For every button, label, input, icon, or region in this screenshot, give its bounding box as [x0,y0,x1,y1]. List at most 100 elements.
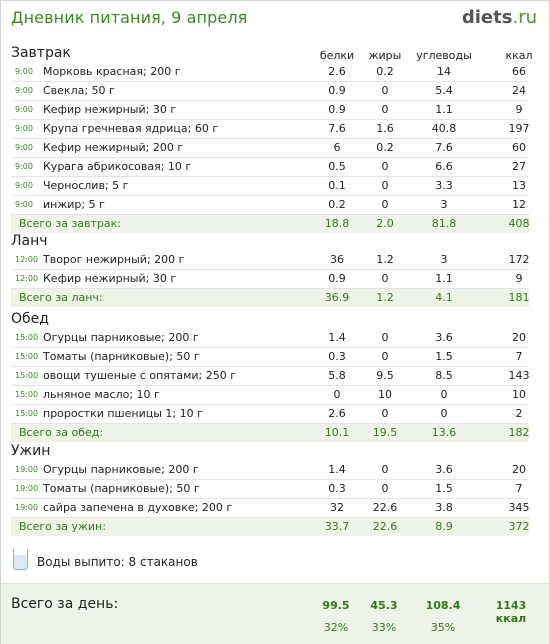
food-carbs: 8.5 [435,369,453,382]
total-fat: 2.0 [376,217,394,230]
food-carbs: 1.5 [435,350,453,363]
food-protein: 7.6 [328,122,346,135]
meal-time: 9:00 [15,162,33,171]
food-protein: 36 [330,253,344,266]
food-kcal: 345 [508,501,530,514]
food-row: 15:00 Огурцы парниковые; 200 г 1.4 0 3.6 20 [11,329,529,348]
food-carbs: 1.5 [435,482,453,495]
food-fat: 0 [381,272,389,285]
header: Дневник питания, 9 апреля diets.ru [1,1,549,35]
total-protein: 33.7 [324,520,350,533]
food-carbs: 14 [437,65,451,78]
food-protein: 0.9 [328,103,346,116]
food-carbs: 1.1 [435,272,453,285]
food-row: 9:00 инжир; 5 г 0.2 0 3 12 [11,196,529,215]
food-kcal: 197 [508,122,530,135]
food-fat: 0 [381,407,389,420]
food-carbs: 3 [440,253,448,266]
food-fat: 0 [381,84,389,97]
food-kcal: 10 [512,388,526,401]
food-kcal: 7 [515,350,523,363]
meal-time: 9:00 [15,86,33,95]
meal-time: 9:00 [15,143,33,152]
day-fat: 45.3 [370,599,398,612]
food-carbs: 1.1 [435,103,453,116]
food-protein: 0.5 [328,160,346,173]
food-carbs: 3.6 [435,463,453,476]
food-row: 15:00 овощи тушеные с опятами; 250 г 5.8 9.… [11,367,530,386]
food-name: Огурцы парниковые; 200 г [43,331,199,344]
food-protein: 5.8 [328,369,346,382]
meal-time: 15:00 [15,390,39,399]
food-fat: 9.5 [376,369,394,382]
glass-icon [13,549,28,570]
food-name: Крупа гречневая ядрица; 60 г [43,122,219,135]
food-row: 15:00 льняное масло; 10 г 0 10 0 10 [11,386,529,405]
meal-time: 15:00 [15,409,39,418]
food-fat: 0 [381,198,389,211]
day-protein-pct: 32% [323,621,349,634]
food-row: 12:00 Кефир нежирный; 30 г 0.9 0 1.1 9 [11,270,529,289]
total-kcal: 408 [508,217,530,230]
food-carbs: 3 [440,198,448,211]
food-name: Кефир нежирный; 200 г [43,141,184,154]
food-protein: 32 [330,501,344,514]
food-kcal: 2 [515,407,523,420]
meal-time: 15:00 [15,352,39,361]
food-carbs: 5.4 [435,84,453,97]
meal-total-row: Всего за ланч: 36.9 1.2 4.1 181 [11,289,530,307]
food-fat: 0 [381,103,389,116]
food-name: Кефир нежирный; 30 г [43,103,177,116]
food-protein: 0.1 [328,179,346,192]
meal-title: Завтрак [11,45,71,61]
food-fat: 0 [381,482,389,495]
total-carbs: 81.8 [431,217,457,230]
food-fat: 22.6 [372,501,398,514]
total-kcal: 372 [508,520,530,533]
food-kcal: 143 [508,369,530,382]
food-fat: 0 [381,331,389,344]
food-fat: 0 [381,350,389,363]
food-protein: 1.4 [328,331,346,344]
meal-total-label: Всего за ланч: [19,291,103,304]
food-row: 9:00 Свекла; 50 г 0.9 0 5.4 24 [11,82,529,101]
food-row: 19:00 Томаты (парниковые); 50 г 0.3 0 1.5 7 [11,480,529,499]
food-protein: 0 [333,388,341,401]
food-name: Томаты (парниковые); 50 г [43,482,200,495]
total-fat: 22.6 [372,520,398,533]
meal-time: 19:00 [15,503,39,512]
meal-total-label: Всего за обед: [19,426,104,439]
food-name: инжир; 5 г [43,198,105,211]
total-protein: 36.9 [324,291,350,304]
food-protein: 0.3 [328,350,346,363]
food-kcal: 13 [512,179,526,192]
food-row: 9:00 Кефир нежирный; 200 г 6 0.2 7.6 60 [11,139,529,158]
meal-section: Ужин 19:00 Огурцы парниковые; 200 г 1.4 0 3.6… [11,441,530,536]
food-name: льняное масло; 10 г [43,388,160,401]
food-fat: 10 [378,388,392,401]
food-fat: 0.2 [376,141,394,154]
food-carbs: 0 [440,388,448,401]
total-carbs: 13.6 [431,426,457,439]
food-kcal: 172 [508,253,530,266]
meal-time: 12:00 [15,274,39,283]
meal-total-row: Всего за завтрак: 18.8 2.0 81.8 408 [11,215,530,233]
food-kcal: 60 [512,141,526,154]
food-kcal: 12 [512,198,526,211]
meal-title: Ужин [11,443,51,459]
total-fat: 19.5 [372,426,398,439]
food-row: 9:00 Крупа гречневая ядрица; 60 г 7.6 1.6 40… [11,120,530,139]
food-name: Творог нежирный; 200 г [43,253,185,266]
total-kcal: 181 [508,291,530,304]
page-title: Дневник питания, 9 апреля [11,8,248,27]
meal-time: 9:00 [15,181,33,190]
meal-time: 9:00 [15,105,33,114]
column-header-protein: белки [319,49,355,62]
logo-tld: .ru [512,7,537,28]
site-logo[interactable]: diets.ru [462,7,537,28]
column-header-kcal: ккал [505,49,533,62]
food-kcal: 7 [515,482,523,495]
day-total: Всего за день: 99.5 45.3 108.4 1143 ккал… [1,583,549,644]
food-fat: 0 [381,179,389,192]
